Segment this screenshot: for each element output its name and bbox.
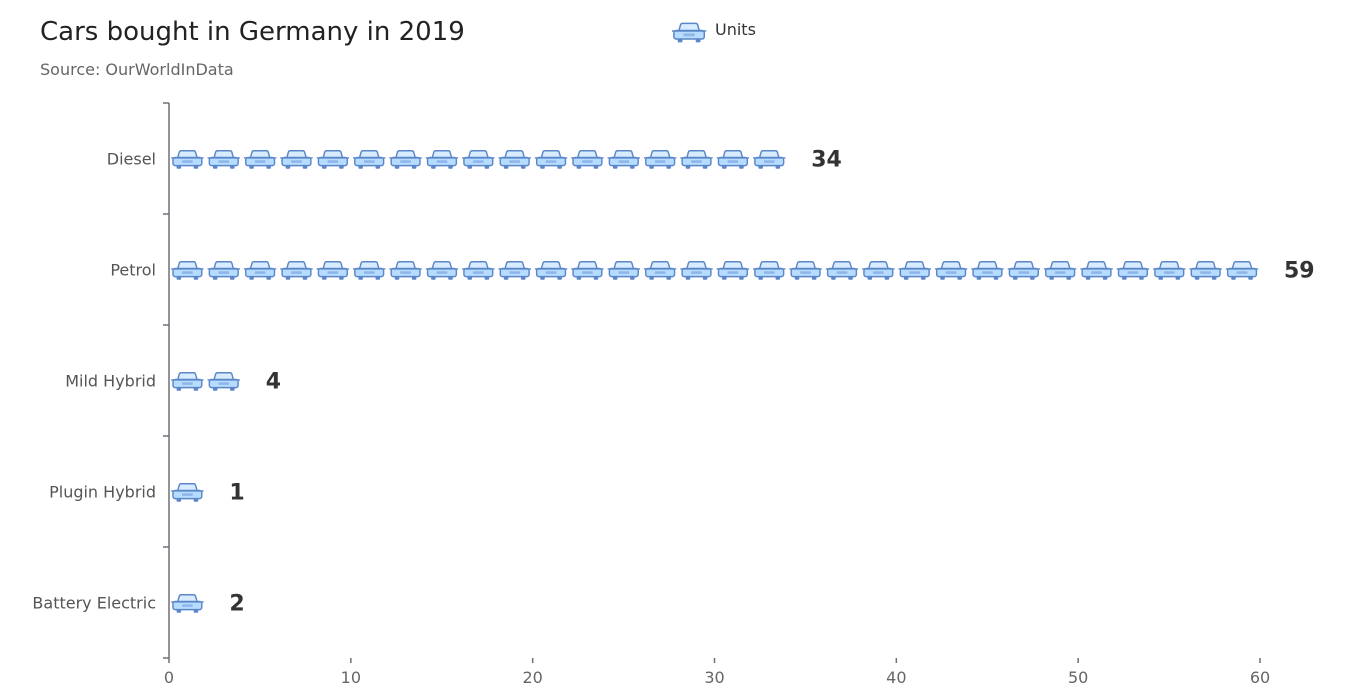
car-icon xyxy=(1115,261,1150,281)
car-icon xyxy=(388,261,423,281)
car-icon xyxy=(970,261,1005,281)
car-icon xyxy=(934,261,969,281)
bar[interactable] xyxy=(170,483,205,503)
category-label: Petrol xyxy=(110,261,156,280)
x-tick-label: 40 xyxy=(886,668,906,687)
car-icon xyxy=(352,261,387,281)
car-icon xyxy=(643,261,678,281)
car-icon xyxy=(897,261,932,281)
data-label: 59 xyxy=(1284,259,1315,284)
category-label: Battery Electric xyxy=(32,594,156,613)
car-icon xyxy=(534,150,568,170)
car-icon xyxy=(861,261,896,281)
car-icon xyxy=(1079,261,1114,281)
car-icon xyxy=(206,372,241,392)
car-icon xyxy=(461,261,496,281)
chart-subtitle: Source: OurWorldInData xyxy=(40,60,234,79)
car-icon xyxy=(606,261,641,281)
legend-car-icon xyxy=(671,22,707,44)
car-icon xyxy=(1225,261,1259,281)
category-label: Plugin Hybrid xyxy=(49,483,156,502)
car-icon xyxy=(570,261,605,281)
car-icon xyxy=(1152,261,1187,281)
car-icon xyxy=(170,261,205,281)
car-icon xyxy=(315,261,350,281)
car-icon xyxy=(1006,261,1041,281)
car-icon xyxy=(206,261,241,281)
category-label: Mild Hybrid xyxy=(65,372,156,391)
x-tick-label: 50 xyxy=(1068,668,1088,687)
car-icon xyxy=(715,261,750,281)
car-icon xyxy=(534,261,568,281)
car-icon xyxy=(170,372,205,392)
x-tick-label: 60 xyxy=(1250,668,1270,687)
car-icon xyxy=(170,594,205,614)
bar[interactable] xyxy=(170,372,241,392)
car-icon xyxy=(825,261,859,281)
legend[interactable]: Units xyxy=(671,20,756,44)
legend-label: Units xyxy=(715,20,756,39)
data-label: 4 xyxy=(266,370,281,395)
bar[interactable] xyxy=(170,594,205,614)
car-icon xyxy=(279,261,314,281)
car-icon xyxy=(425,150,459,170)
car-icon xyxy=(643,150,678,170)
car-icon xyxy=(570,150,605,170)
car-icon xyxy=(315,150,350,170)
car-icon xyxy=(679,261,714,281)
car-icon xyxy=(206,150,241,170)
car-icon xyxy=(788,261,823,281)
car-icon xyxy=(352,150,387,170)
car-icon xyxy=(497,150,532,170)
car-icon xyxy=(461,150,496,170)
car-icon xyxy=(243,261,278,281)
car-icon xyxy=(679,150,714,170)
car-icon xyxy=(170,150,205,170)
x-tick-label: 10 xyxy=(341,668,361,687)
axes: 0 10 20 30 40 50 60 Diesel Petrol Mild Hybrid Plug… xyxy=(32,102,1270,687)
data-label: 1 xyxy=(229,481,244,506)
car-icon xyxy=(752,261,787,281)
car-icon xyxy=(1188,261,1223,281)
car-icon xyxy=(388,150,423,170)
car-icon xyxy=(497,261,532,281)
car-icon xyxy=(606,150,641,170)
x-tick-label: 0 xyxy=(164,668,174,687)
car-icon xyxy=(170,483,205,503)
car-icon xyxy=(243,150,278,170)
data-label: 34 xyxy=(811,148,842,173)
x-tick-label: 20 xyxy=(522,668,542,687)
car-icon xyxy=(752,150,787,170)
car-icon xyxy=(1043,261,1078,281)
car-icon xyxy=(715,150,750,170)
car-icon xyxy=(425,261,459,281)
x-tick-label: 30 xyxy=(704,668,724,687)
chart-title: Cars bought in Germany in 2019 xyxy=(40,17,465,47)
car-icon xyxy=(279,150,314,170)
bars: 34 59 4 1 2 xyxy=(170,148,1315,617)
data-label: 2 xyxy=(229,592,244,617)
bar[interactable] xyxy=(170,261,1259,281)
category-label: Diesel xyxy=(107,150,156,169)
bar[interactable] xyxy=(170,150,787,170)
